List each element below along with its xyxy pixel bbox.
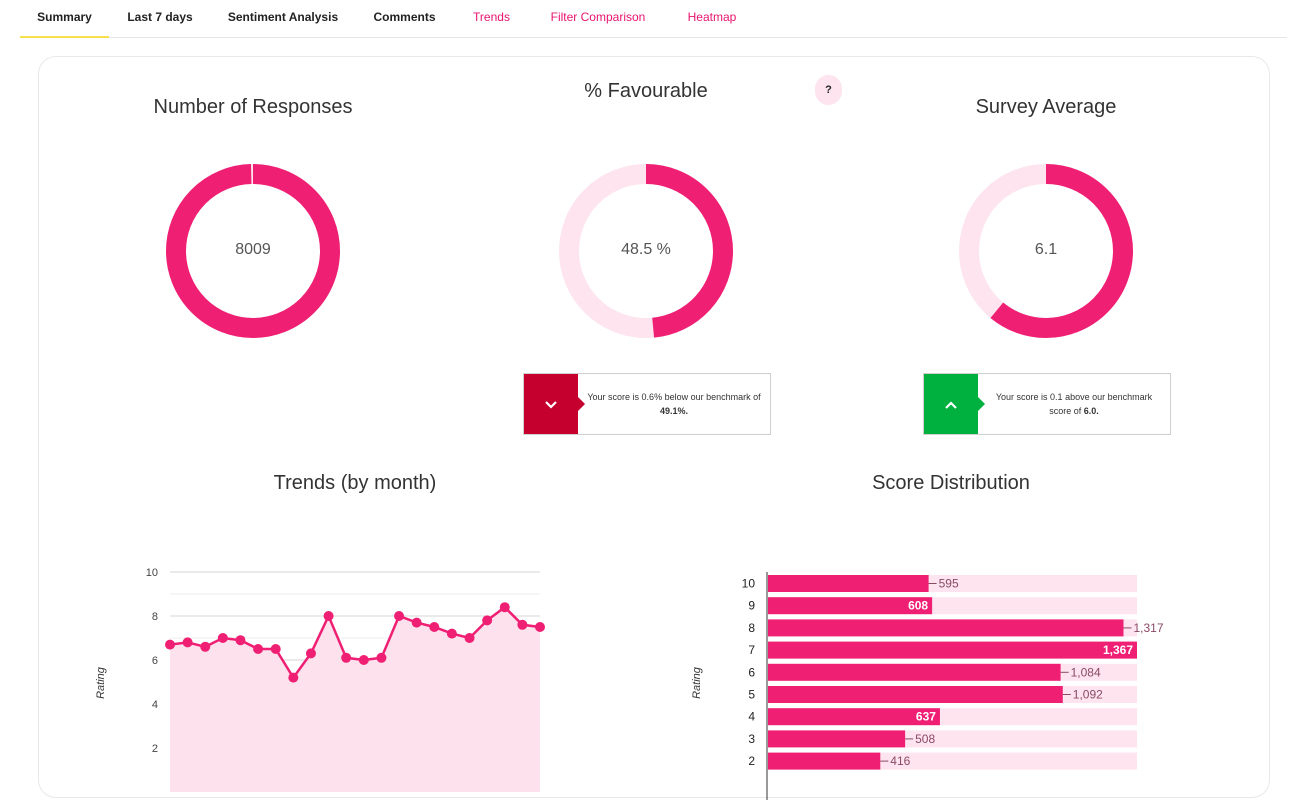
average-title: Survey Average (975, 96, 1117, 118)
trend-point[interactable] (464, 633, 475, 643)
dist-category-label: 2 (748, 754, 755, 768)
kpi-donuts (166, 164, 1133, 338)
dist-category-label: 5 (748, 688, 755, 702)
favourable-benchmark: Your score is 0.6% below our benchmark o… (523, 373, 771, 435)
dist-category-label: 8 (748, 621, 755, 635)
dist-value-label: 1,084 (1071, 665, 1101, 679)
trend-point[interactable] (517, 619, 528, 630)
responses-donut-arc (166, 164, 340, 338)
dist-category-label: 6 (748, 665, 755, 679)
dist-bar[interactable] (768, 730, 906, 748)
dist-category-label: 9 (748, 599, 755, 613)
trend-point[interactable] (200, 641, 211, 652)
dist-category-label: 4 (748, 710, 755, 724)
average-benchmark-text: Your score is 0.1 above our benchmark sc… (995, 392, 1153, 416)
dist-bar[interactable] (768, 708, 940, 726)
dist-category-label: 3 (748, 732, 755, 746)
trend-point[interactable] (323, 611, 334, 621)
dist-value-label: 1,092 (1073, 688, 1103, 702)
trend-y-tick: 8 (152, 611, 158, 623)
trend-point[interactable] (394, 611, 405, 621)
trend-y-tick: 6 (152, 655, 158, 667)
trend-area (170, 607, 540, 792)
trend-line (169, 605, 541, 680)
benchmark-up-indicator (924, 374, 985, 434)
dist-value-label: 1,367 (1103, 643, 1133, 657)
tab-sentiment-analysis[interactable]: Sentiment Analysis (227, 10, 339, 24)
trend-point[interactable] (341, 652, 352, 663)
favourable-donut-arc (559, 164, 733, 338)
trend-point[interactable] (446, 628, 457, 639)
dist-bar[interactable] (768, 597, 933, 615)
trend-point[interactable] (288, 672, 299, 683)
trend-y-axis-label: Rating (95, 666, 107, 699)
tab-bar: Summary Last 7 days Sentiment Analysis Comm… (20, 0, 1287, 38)
trend-point[interactable] (253, 644, 264, 654)
responses-title: Number of Responses (153, 96, 353, 118)
trend-point[interactable] (482, 615, 493, 626)
dist-bar[interactable] (768, 752, 881, 770)
dist-value-label: 595 (939, 577, 959, 591)
distribution-chart: Rating 10 595 9 608 8 1,317 7 1,367 6 1,084 5 1,092 4… (691, 572, 1164, 800)
trend-point[interactable] (411, 617, 422, 628)
favourable-benchmark-text: Your score is 0.6% below our benchmark o… (587, 392, 761, 416)
trend-point[interactable] (535, 622, 545, 632)
trend-chart: 2 4 6 8 10 Rating (95, 567, 545, 792)
chevron-down-icon (524, 374, 578, 434)
tab-filter-comparison[interactable]: Filter Comparison (550, 10, 646, 24)
dist-bar[interactable] (768, 619, 1124, 637)
dist-value-label: 608 (908, 599, 928, 613)
average-value: 6.1 (1034, 241, 1058, 258)
dist-value-label: 1,317 (1134, 621, 1164, 635)
trend-y-tick: 2 (152, 743, 158, 755)
trend-point[interactable] (270, 644, 281, 654)
chevron-up-icon (924, 374, 978, 434)
trend-point[interactable] (165, 639, 175, 650)
dist-value-label: 416 (890, 754, 910, 768)
average-benchmark: Your score is 0.1 above our benchmark sc… (923, 373, 1171, 435)
benchmark-down-indicator (524, 374, 585, 434)
distribution-title: Score Distribution (872, 472, 1030, 494)
trend-point[interactable] (358, 655, 369, 665)
trend-y-tick: 4 (152, 699, 158, 711)
trend-point[interactable] (305, 648, 316, 659)
average-donut-arc (959, 164, 1133, 338)
dist-y-axis-label: Rating (691, 666, 703, 699)
trend-point[interactable] (182, 637, 193, 648)
trends-title: Trends (by month) (273, 472, 437, 494)
dist-value-label: 508 (915, 732, 935, 746)
dist-category-label: 10 (742, 577, 756, 591)
tab-last-7-days[interactable]: Last 7 days (127, 10, 193, 24)
responses-value: 8009 (235, 241, 271, 258)
trend-point[interactable] (429, 622, 440, 632)
tab-summary[interactable]: Summary (20, 0, 109, 38)
trend-y-tick: 10 (146, 567, 158, 579)
tab-heatmap[interactable]: Heatmap (687, 10, 737, 24)
tab-trends[interactable]: Trends (473, 10, 510, 24)
dist-category-label: 7 (748, 643, 755, 657)
dist-bar[interactable] (768, 575, 929, 592)
dist-bar[interactable] (768, 641, 1137, 659)
trend-point[interactable] (499, 602, 510, 613)
trend-point[interactable] (217, 633, 228, 643)
trend-point[interactable] (235, 635, 246, 646)
dist-value-label: 637 (916, 710, 936, 724)
favourable-title: % Favourable (584, 80, 708, 102)
dist-bar[interactable] (768, 663, 1061, 681)
help-icon[interactable]: ? (815, 75, 842, 105)
tab-comments[interactable]: Comments (373, 10, 436, 24)
trend-point[interactable] (376, 652, 387, 663)
favourable-value: 48.5 % (621, 241, 671, 258)
dist-bar[interactable] (768, 686, 1063, 703)
